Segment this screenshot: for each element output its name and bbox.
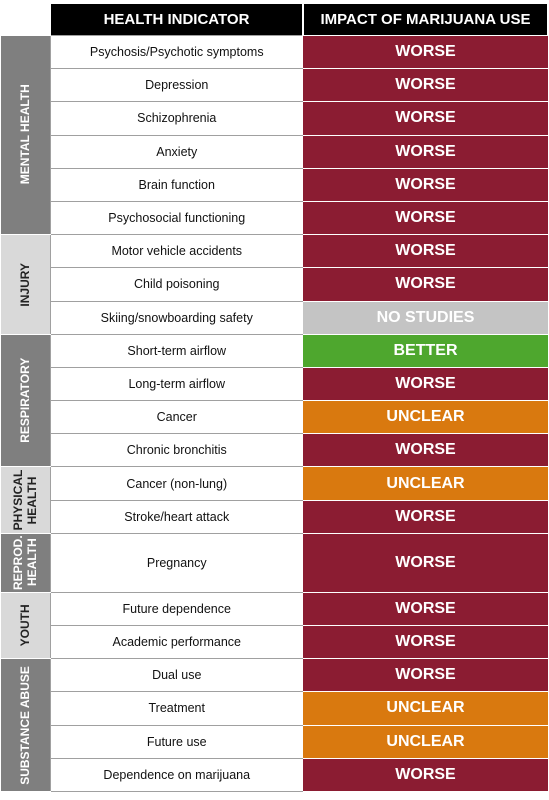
table-row: PHYSICAL HEALTH Cancer (non-lung) UNCLEAR	[1, 466, 548, 534]
group-cell: REPROD. HEALTH	[1, 532, 50, 593]
indicator-cell: Psychosocial functioning	[49, 200, 303, 236]
table-row: Anxiety WORSE	[1, 134, 548, 169]
indicator-cell: Schizophrenia	[49, 101, 303, 136]
indicator-cell: Treatment	[49, 691, 303, 726]
indicator-cell: Dependence on marijuana	[49, 757, 303, 792]
group-cell: SUBSTANCE ABUSE	[1, 658, 50, 792]
impact-header: IMPACT OF MARIJUANA USE	[303, 4, 549, 36]
group-cell: MENTAL HEALTH	[1, 34, 50, 236]
table-row: Depression WORSE	[1, 68, 548, 103]
table-row: Long-term airflow WORSE	[1, 366, 548, 402]
impact-cell: NO STUDIES	[303, 300, 548, 335]
table-body: MENTAL HEALTH Psychosis/Psychotic symptom…	[1, 34, 548, 792]
impact-cell: WORSE	[303, 532, 548, 593]
impact-cell: WORSE	[303, 366, 548, 402]
impact-cell: UNCLEAR	[303, 724, 548, 759]
indicator-cell: Pregnancy	[49, 532, 303, 593]
group-label: INJURY	[18, 262, 33, 307]
indicator-cell: Future dependence	[49, 591, 303, 627]
group-cell: INJURY	[1, 234, 50, 335]
impact-cell: BETTER	[303, 333, 548, 368]
indicator-cell: Anxiety	[49, 134, 303, 169]
impact-cell: UNCLEAR	[303, 691, 548, 726]
impact-cell: WORSE	[303, 167, 548, 202]
group-cell: RESPIRATORY	[1, 333, 50, 468]
table-row: Cancer UNCLEAR	[1, 400, 548, 435]
indicator-header: HEALTH INDICATOR	[50, 4, 304, 36]
group-label: MENTAL HEALTH	[18, 85, 33, 186]
header-row: HEALTH INDICATOR IMPACT OF MARIJUANA USE	[1, 4, 549, 36]
impact-cell: WORSE	[303, 267, 548, 302]
indicator-cell: Future use	[49, 724, 303, 759]
table-row: MENTAL HEALTH Psychosis/Psychotic symptom…	[1, 34, 548, 236]
indicator-cell: Skiing/snowboarding safety	[49, 300, 303, 335]
indicator-cell: Stroke/heart attack	[49, 499, 303, 534]
impact-cell: UNCLEAR	[303, 400, 548, 435]
impact-cell: WORSE	[303, 658, 548, 693]
impact-cell: WORSE	[303, 624, 548, 660]
table-row: Stroke/heart attack WORSE	[1, 499, 548, 534]
table-row: Treatment UNCLEAR	[1, 691, 548, 726]
table-row: YOUTH Future dependence WORSE	[1, 591, 548, 660]
group-label: SUBSTANCE ABUSE	[18, 665, 33, 785]
group-label: REPROD. HEALTH	[11, 535, 40, 591]
group-label: RESPIRATORY	[18, 358, 33, 444]
indicator-cell: Dual use	[49, 658, 303, 693]
table-row: Schizophrenia WORSE	[1, 101, 548, 136]
group-label: PHYSICAL HEALTH	[11, 469, 40, 531]
impact-cell: WORSE	[303, 200, 548, 236]
group-cell: PHYSICAL HEALTH	[1, 466, 50, 534]
table-row: Future use UNCLEAR	[1, 724, 548, 759]
impact-cell: WORSE	[303, 234, 548, 269]
table-row: RESPIRATORY Short-term airflow BETTER	[1, 333, 548, 468]
indicator-cell: Psychosis/Psychotic symptoms	[49, 34, 303, 70]
impact-cell: WORSE	[303, 68, 548, 103]
indicator-cell: Child poisoning	[49, 267, 303, 302]
blank-header	[1, 4, 51, 36]
indicator-cell: Cancer	[49, 400, 303, 435]
indicator-cell: Motor vehicle accidents	[49, 234, 303, 269]
indicator-cell: Cancer (non-lung)	[49, 466, 303, 501]
indicator-cell: Brain function	[49, 167, 303, 202]
indicator-cell: Depression	[49, 68, 303, 103]
impact-cell: WORSE	[303, 499, 548, 534]
impact-cell: UNCLEAR	[303, 466, 548, 501]
impact-cell: WORSE	[303, 34, 548, 70]
indicator-cell: Long-term airflow	[49, 366, 303, 402]
impact-cell: WORSE	[303, 101, 548, 136]
table-row: Chronic bronchitis WORSE	[1, 433, 548, 468]
table-row: REPROD. HEALTH Pregnancy WORSE	[1, 532, 548, 593]
table-row: Brain function WORSE	[1, 167, 548, 202]
group-label: YOUTH	[18, 604, 33, 647]
table-row: Dependence on marijuana WORSE	[1, 757, 548, 792]
indicator-cell: Chronic bronchitis	[49, 433, 303, 468]
table-row: Psychosocial functioning WORSE	[1, 200, 548, 236]
indicator-cell: Academic performance	[49, 624, 303, 660]
impact-cell: WORSE	[303, 591, 548, 627]
table-row: Academic performance WORSE	[1, 624, 548, 660]
impact-cell: WORSE	[303, 757, 548, 792]
indicator-cell: Short-term airflow	[49, 333, 303, 368]
impact-cell: WORSE	[303, 134, 548, 169]
table-row: Skiing/snowboarding safety NO STUDIES	[1, 300, 548, 335]
health-table: HEALTH INDICATOR IMPACT OF MARIJUANA USE…	[1, 4, 549, 792]
table-row: INJURY Motor vehicle accidents WORSE	[1, 234, 548, 335]
table-row: SUBSTANCE ABUSE Dual use WORSE	[1, 658, 548, 792]
impact-cell: WORSE	[303, 433, 548, 468]
group-cell: YOUTH	[1, 591, 50, 660]
table-row: Child poisoning WORSE	[1, 267, 548, 302]
